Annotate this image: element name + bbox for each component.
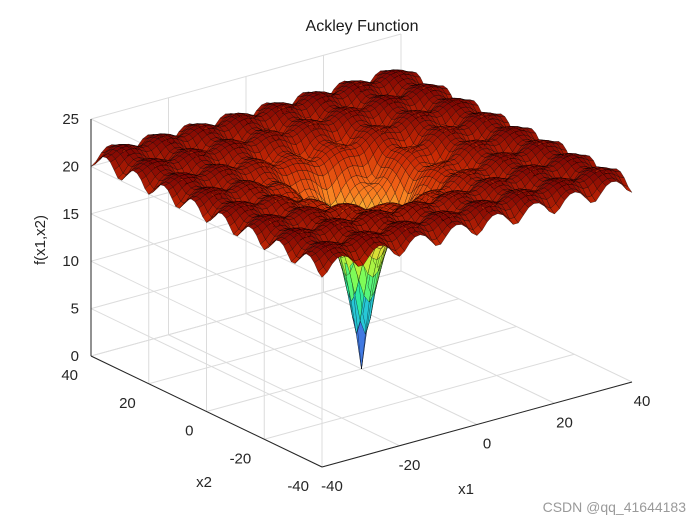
z-tick-label: 10 — [62, 253, 79, 270]
x1-axis-line — [321, 381, 633, 468]
z-axis-label: f(x1,x2) — [32, 215, 49, 265]
watermark: CSDN @qq_41644183 — [543, 499, 687, 515]
x2-axis-label: x2 — [196, 474, 212, 491]
x1-tick-label: -20 — [399, 457, 421, 474]
z-tick-label: 5 — [71, 301, 79, 318]
x2-tick-label: -20 — [230, 450, 252, 467]
z-tick-label: 20 — [62, 158, 79, 175]
x1-tick-label: 40 — [634, 393, 651, 410]
x1-tick-label: 20 — [556, 414, 573, 431]
x1-tick-label: 0 — [483, 436, 491, 453]
left-wall-grid-z-3 — [90, 213, 323, 326]
floor-grid-y-3 — [148, 298, 459, 385]
z-tick-label: 0 — [71, 348, 79, 365]
axes-box — [90, 119, 633, 468]
x2-tick-label: -40 — [287, 478, 309, 495]
x1-tick-label: -40 — [321, 478, 343, 495]
surface-mesh — [90, 69, 633, 370]
x2-tick-label: 0 — [185, 423, 193, 440]
z-tick-label: 25 — [62, 111, 79, 128]
x1-axis-label: x1 — [458, 481, 474, 498]
x2-tick-label: 20 — [119, 395, 136, 412]
right-wall-grid-z-5 — [90, 33, 402, 120]
x2-tick-label: 40 — [61, 367, 78, 384]
chart-title: Ackley Function — [306, 18, 419, 35]
z-tick-label: 15 — [62, 206, 79, 223]
x2-axis-line — [90, 355, 323, 468]
left-wall-grid-z-1 — [90, 308, 323, 421]
floor-grid-y-1 — [264, 353, 575, 440]
left-wall-grid-z-2 — [90, 260, 323, 373]
